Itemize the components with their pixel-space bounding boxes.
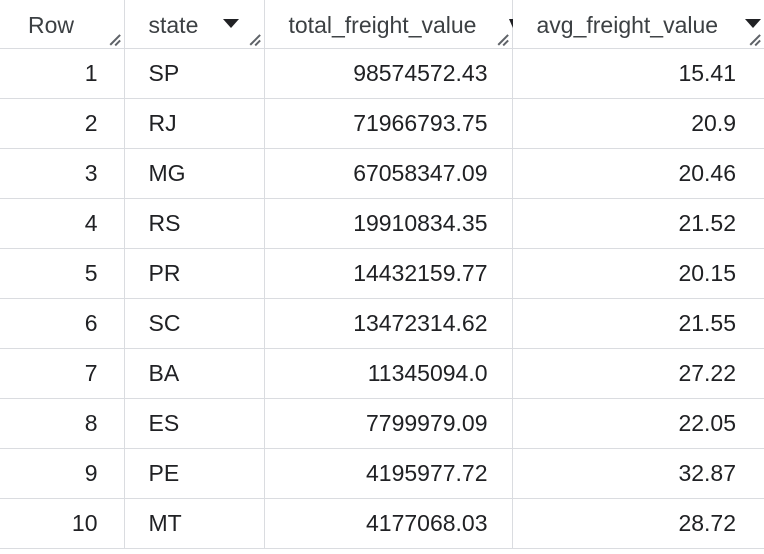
state-cell[interactable]: BA: [124, 348, 265, 399]
state-cell[interactable]: MG: [124, 148, 265, 199]
row-number-cell: 3: [0, 148, 125, 199]
row-number-cell: 2: [0, 98, 125, 149]
table-row[interactable]: 9 PE 4195977.72 32.87: [0, 448, 764, 499]
column-header-label: total_freight_value: [288, 12, 477, 38]
state-cell[interactable]: ES: [124, 398, 265, 449]
total-freight-value-cell[interactable]: 98574572.43: [264, 48, 513, 99]
avg-freight-value-cell[interactable]: 28.72: [512, 498, 764, 549]
total-freight-value-cell[interactable]: 11345094.0: [264, 348, 513, 399]
avg-freight-value-cell[interactable]: 21.52: [512, 198, 764, 249]
avg-freight-value-cell[interactable]: 15.41: [512, 48, 764, 99]
total-freight-value-cell[interactable]: 14432159.77: [264, 248, 513, 299]
table-row[interactable]: 4 RS 19910834.35 21.52: [0, 198, 764, 249]
row-number-cell: 1: [0, 48, 125, 99]
row-number-cell: 10: [0, 498, 125, 549]
total-freight-value-cell[interactable]: 4195977.72: [264, 448, 513, 499]
sort-down-icon[interactable]: [222, 19, 239, 28]
table-header: Row state total_freight_value avg_freigh…: [0, 0, 764, 49]
column-resize-icon[interactable]: [249, 33, 260, 44]
column-resize-icon[interactable]: [749, 33, 760, 44]
state-cell[interactable]: PE: [124, 448, 265, 499]
column-header-total-freight-value[interactable]: total_freight_value: [264, 0, 521, 49]
total-freight-value-cell[interactable]: 19910834.35: [264, 198, 513, 249]
table-body: 1 SP 98574572.43 15.41 2 RJ 71966793.75 …: [0, 48, 764, 549]
column-header-label: Row: [28, 12, 75, 38]
row-number-cell: 6: [0, 298, 125, 349]
avg-freight-value-cell[interactable]: 32.87: [512, 448, 764, 499]
column-header-avg-freight-value[interactable]: avg_freight_value: [512, 0, 764, 49]
row-number-cell: 4: [0, 198, 125, 249]
header-row: Row state total_freight_value avg_freigh…: [0, 0, 764, 49]
row-number-cell: 9: [0, 448, 125, 499]
state-cell[interactable]: RS: [124, 198, 265, 249]
column-header-label: state: [148, 12, 199, 38]
total-freight-value-cell[interactable]: 7799979.09: [264, 398, 513, 449]
row-number-cell: 5: [0, 248, 125, 299]
row-number-cell: 8: [0, 398, 125, 449]
column-resize-icon[interactable]: [497, 33, 508, 44]
column-header-state[interactable]: state: [124, 0, 265, 49]
avg-freight-value-cell[interactable]: 20.9: [512, 98, 764, 149]
column-header-row[interactable]: Row: [0, 0, 125, 49]
table-row[interactable]: 10 MT 4177068.03 28.72: [0, 498, 764, 549]
table-row[interactable]: 7 BA 11345094.0 27.22: [0, 348, 764, 399]
state-cell[interactable]: MT: [124, 498, 265, 549]
total-freight-value-cell[interactable]: 67058347.09: [264, 148, 513, 199]
state-cell[interactable]: SC: [124, 298, 265, 349]
state-cell[interactable]: SP: [124, 48, 265, 99]
total-freight-value-cell[interactable]: 4177068.03: [264, 498, 513, 549]
table-row[interactable]: 3 MG 67058347.09 20.46: [0, 148, 764, 199]
total-freight-value-cell[interactable]: 13472314.62: [264, 298, 513, 349]
total-freight-value-cell[interactable]: 71966793.75: [264, 98, 513, 149]
avg-freight-value-cell[interactable]: 21.55: [512, 298, 764, 349]
table-row[interactable]: 1 SP 98574572.43 15.41: [0, 48, 764, 99]
avg-freight-value-cell[interactable]: 20.15: [512, 248, 764, 299]
column-header-label: avg_freight_value: [536, 12, 719, 38]
table-row[interactable]: 5 PR 14432159.77 20.15: [0, 248, 764, 299]
row-number-cell: 7: [0, 348, 125, 399]
avg-freight-value-cell[interactable]: 22.05: [512, 398, 764, 449]
state-cell[interactable]: PR: [124, 248, 265, 299]
table-row[interactable]: 8 ES 7799979.09 22.05: [0, 398, 764, 449]
state-cell[interactable]: RJ: [124, 98, 265, 149]
avg-freight-value-cell[interactable]: 20.46: [512, 148, 764, 199]
avg-freight-value-cell[interactable]: 27.22: [512, 348, 764, 399]
sort-down-icon[interactable]: [744, 19, 761, 28]
table-row[interactable]: 6 SC 13472314.62 21.55: [0, 298, 764, 349]
column-resize-icon[interactable]: [109, 33, 120, 44]
table-row[interactable]: 2 RJ 71966793.75 20.9: [0, 98, 764, 149]
